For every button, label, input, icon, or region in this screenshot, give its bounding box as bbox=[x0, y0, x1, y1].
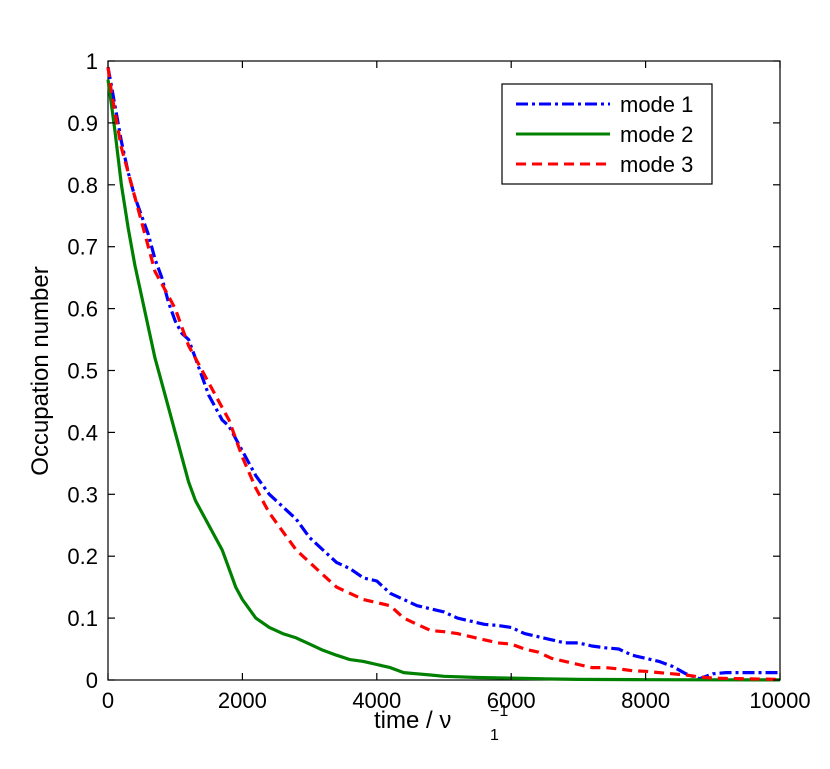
y-tick-label: 0.1 bbox=[67, 606, 98, 631]
y-tick-label: 0.2 bbox=[67, 544, 98, 569]
x-tick-label: 0 bbox=[102, 688, 114, 713]
series-line-mode-1 bbox=[106, 66, 780, 681]
y-axis-label: Occupation number bbox=[27, 266, 54, 475]
y-tick-label: 0.9 bbox=[67, 111, 98, 136]
y-tick-label: 0.5 bbox=[67, 359, 98, 384]
series-line-mode-3 bbox=[106, 66, 781, 681]
x-tick-label: 4000 bbox=[352, 688, 401, 713]
y-tick-label: 0.3 bbox=[67, 482, 98, 507]
series-layer bbox=[106, 66, 781, 682]
x-axis-label: time / ν −1 1 bbox=[374, 703, 508, 744]
x-axis-label-subscript: 1 bbox=[490, 727, 499, 744]
legend: mode 1 mode 2 mode 3 bbox=[501, 83, 713, 185]
y-tick-label: 0.4 bbox=[67, 420, 98, 445]
x-axis-label-text: time / ν bbox=[374, 707, 451, 734]
legend-label-mode-1: mode 1 bbox=[620, 92, 693, 117]
tick-layer: 0 2000 4000 6000 8000 10000 0 0.1 0.2 0.3 0.4 0.5 0.… bbox=[67, 49, 810, 713]
y-tick-label: 0 bbox=[86, 668, 98, 693]
y-tick-label: 0.8 bbox=[67, 173, 98, 198]
legend-label-mode-3: mode 3 bbox=[620, 152, 693, 177]
x-tick-label: 8000 bbox=[621, 688, 670, 713]
y-tick-label: 1 bbox=[86, 49, 98, 74]
y-tick-label: 0.7 bbox=[67, 235, 98, 260]
x-tick-label: 6000 bbox=[487, 688, 536, 713]
x-tick-label: 10000 bbox=[749, 688, 810, 713]
y-tick-label: 0.6 bbox=[67, 297, 98, 322]
series-line-mode-2 bbox=[106, 79, 781, 682]
legend-label-mode-2: mode 2 bbox=[620, 122, 693, 147]
x-axis-label-superscript: −1 bbox=[490, 703, 508, 720]
x-tick-label: 2000 bbox=[218, 688, 267, 713]
